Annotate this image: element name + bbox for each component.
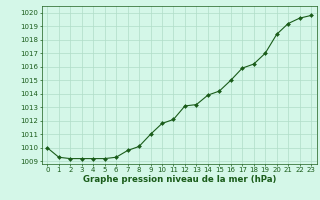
X-axis label: Graphe pression niveau de la mer (hPa): Graphe pression niveau de la mer (hPa) xyxy=(83,175,276,184)
